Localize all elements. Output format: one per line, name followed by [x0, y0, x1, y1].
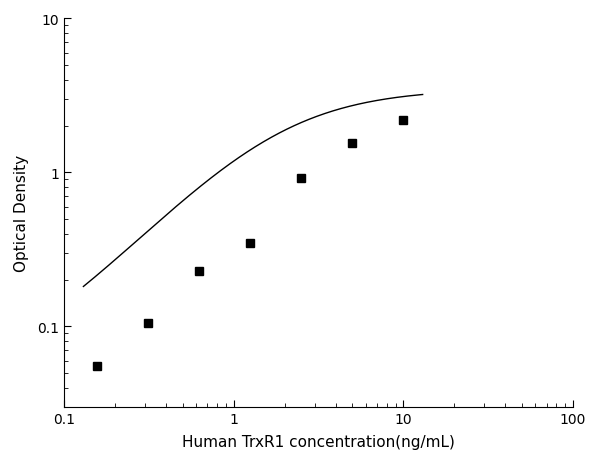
Y-axis label: Optical Density: Optical Density — [14, 155, 29, 272]
X-axis label: Human TrxR1 concentration(ng/mL): Human TrxR1 concentration(ng/mL) — [182, 434, 455, 449]
